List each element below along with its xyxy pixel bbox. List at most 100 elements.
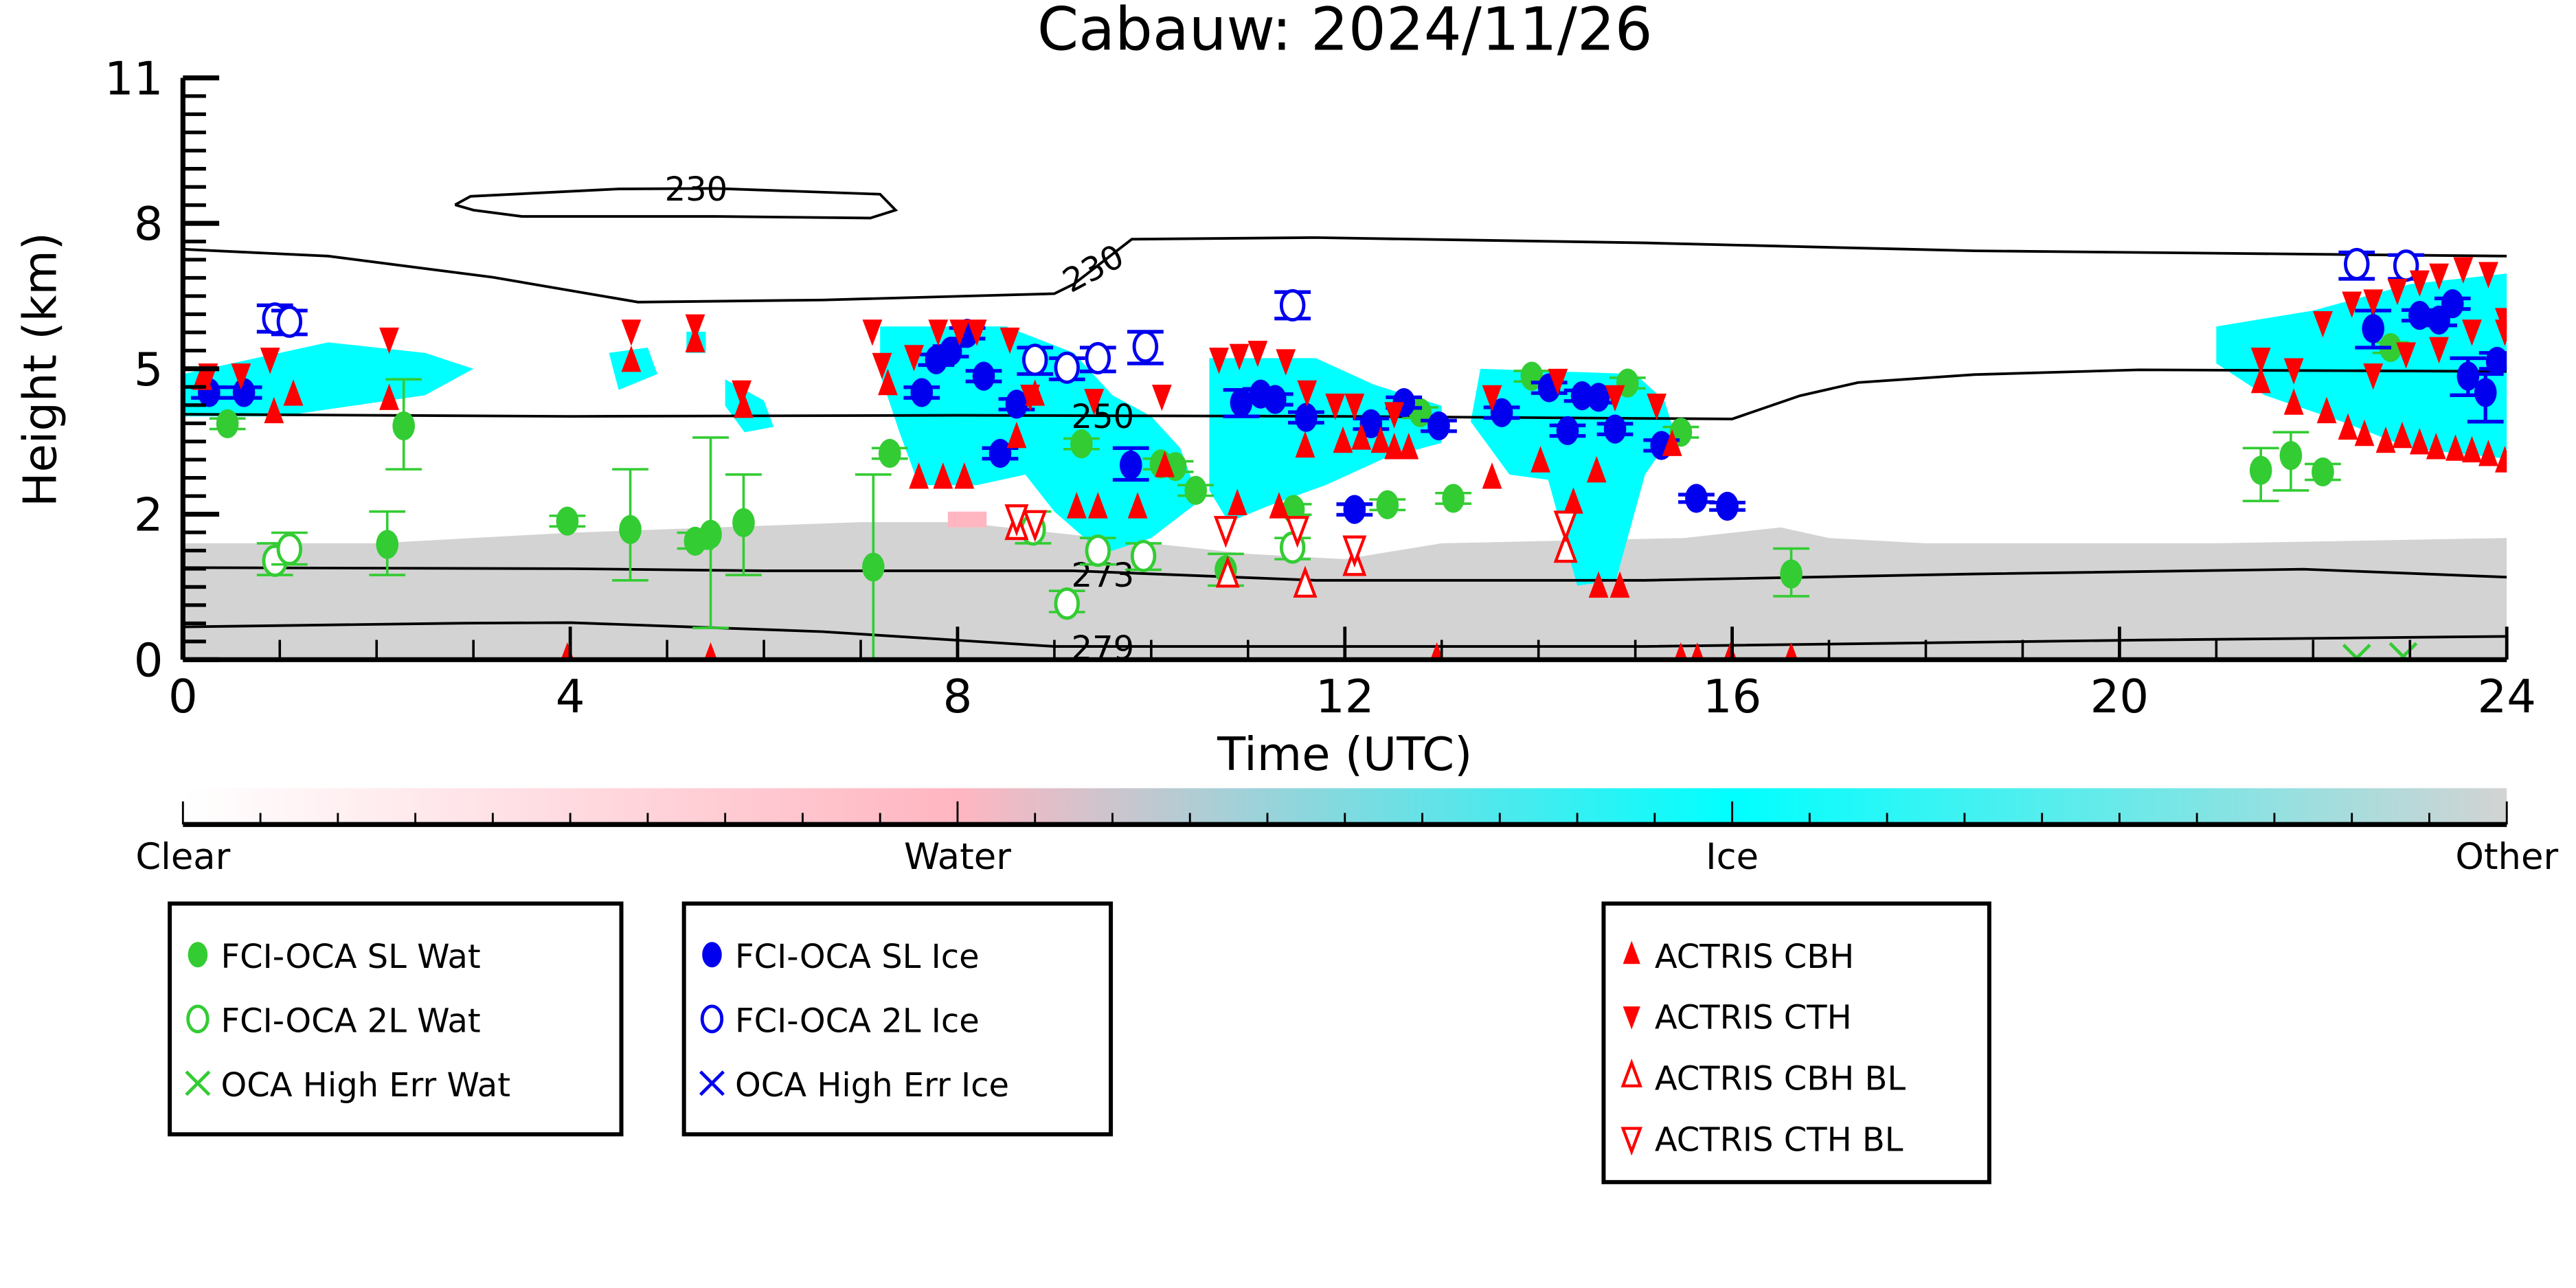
contour-line bbox=[183, 236, 2507, 304]
actris-cth-point bbox=[1151, 384, 1172, 411]
fci-oca-sl-ice-point bbox=[1603, 414, 1627, 444]
fci-oca-2l-wat-point bbox=[1054, 587, 1080, 620]
actris-cbh-point bbox=[704, 642, 718, 660]
legend-entry-label: FCI-OCA 2L Wat bbox=[221, 1002, 480, 1041]
legend-entry-label: ACTRIS CTH BL bbox=[1655, 1120, 1903, 1159]
actris-cbh-point bbox=[1609, 571, 1630, 598]
actris-cth-point bbox=[1297, 380, 1318, 407]
actris-cth-point bbox=[1276, 349, 1296, 376]
actris-cth-point bbox=[2250, 348, 2271, 374]
actris-cbh-point bbox=[1691, 642, 1704, 660]
actris-cth-point bbox=[1247, 341, 1268, 368]
x-tick-label: 24 bbox=[2477, 670, 2535, 723]
fci-oca-sl-wat-point bbox=[2249, 455, 2272, 485]
x-tick-label: 16 bbox=[1703, 670, 1761, 723]
fci-oca-2l-ice-point bbox=[276, 305, 303, 338]
actris-cth-point bbox=[1229, 343, 1250, 371]
actris-cth-point bbox=[2313, 310, 2333, 338]
contour-label: 279 bbox=[1072, 629, 1135, 668]
actris-cth-point bbox=[1647, 394, 1667, 420]
actris-cbh-point bbox=[2426, 433, 2446, 460]
fci-oca-sl-wat-point bbox=[1442, 484, 1465, 513]
actris-cbh-point bbox=[1269, 492, 1289, 519]
actris-cbh-point bbox=[1351, 423, 1372, 450]
actris-cbh-point bbox=[1370, 426, 1391, 453]
actris-cbh-point bbox=[1127, 492, 1148, 519]
fci-oca-sl-wat-point bbox=[732, 508, 755, 537]
fci-oca-sl-ice-point bbox=[1230, 387, 1253, 418]
actris-cth-point bbox=[949, 319, 970, 346]
fci-oca-2l-wat-point bbox=[276, 532, 303, 565]
fci-oca-sl-wat-point bbox=[392, 411, 416, 441]
actris-cbh-point bbox=[2250, 366, 2271, 394]
data-markers bbox=[190, 247, 2507, 660]
actris-cbh-point bbox=[2462, 436, 2482, 463]
contour-line bbox=[183, 566, 2507, 582]
colorbar-label: Ice bbox=[1706, 836, 1759, 878]
legend-box bbox=[168, 901, 624, 1137]
x-mark bbox=[185, 1070, 211, 1096]
actris-cth-bl-point bbox=[1285, 516, 1310, 548]
legend-entry-label: FCI-OCA SL Ice bbox=[735, 938, 980, 976]
y-tick-label: 11 bbox=[104, 52, 163, 105]
actris-cbh-point bbox=[954, 462, 975, 489]
actris-cbh-point bbox=[1674, 642, 1688, 660]
fci-oca-sl-ice-point bbox=[1427, 411, 1450, 441]
actris-cbh-point bbox=[2392, 421, 2413, 449]
fci-oca-2l-ice-point bbox=[1054, 351, 1080, 384]
fci-oca-sl-wat-point bbox=[1184, 475, 1208, 506]
fci-oca-2l-ice-point bbox=[2344, 247, 2370, 280]
fci-oca-sl-ice-point bbox=[2456, 361, 2480, 391]
actris-cth-point bbox=[685, 314, 705, 341]
actris-cth-point bbox=[2453, 257, 2474, 284]
x-tick-label: 20 bbox=[2090, 670, 2149, 723]
legend-box bbox=[681, 901, 1114, 1137]
fci-oca-2l-ice-point bbox=[1022, 343, 1048, 376]
contour-line bbox=[183, 368, 2507, 420]
y-tick-label: 8 bbox=[134, 197, 163, 251]
actris-cth-point bbox=[872, 352, 892, 380]
actris-cbh-point bbox=[283, 379, 304, 406]
actris-cth-point bbox=[379, 327, 399, 354]
actris-cth-point bbox=[999, 327, 1020, 354]
fci-oca-sl-ice-point bbox=[1587, 383, 1610, 412]
fci-oca-2l-wat-point bbox=[1130, 539, 1157, 572]
legend: FCI-OCA SL Wat FCI-OCA 2L Wat OCA High Err… bbox=[168, 901, 1991, 1184]
actris-cbh-point bbox=[2338, 413, 2358, 440]
fci-oca-sl-ice-point bbox=[2362, 314, 2385, 343]
actris-cth-bl-point bbox=[1004, 504, 1029, 536]
actris-cth-point bbox=[967, 319, 987, 346]
actris-cbh-point bbox=[1006, 421, 1027, 449]
legend-entry-label: ACTRIS CBH bbox=[1655, 938, 1854, 976]
fci-oca-sl-wat-point bbox=[1070, 429, 1093, 459]
legend-entry-label: ACTRIS CTH bbox=[1655, 999, 1852, 1037]
x-tick-label: 4 bbox=[556, 670, 585, 723]
contour-line bbox=[183, 621, 2507, 648]
fci-oca-sl-wat-point bbox=[216, 409, 239, 439]
actris-cbh-point bbox=[2495, 446, 2507, 473]
legend-marker bbox=[1623, 940, 1640, 964]
fci-oca-sl-ice-point bbox=[1343, 495, 1366, 524]
x-mark bbox=[699, 1070, 725, 1096]
fci-oca-sl-ice-point bbox=[1359, 409, 1383, 439]
colorbar-label: Other bbox=[2455, 836, 2558, 878]
mask-region-other bbox=[183, 522, 2507, 660]
actris-cth-point bbox=[621, 319, 642, 346]
mask-region-ice bbox=[183, 342, 474, 417]
fci-oca-sl-wat-point bbox=[699, 519, 722, 549]
legend-marker bbox=[188, 942, 208, 968]
actris-cbh-point bbox=[1227, 488, 1247, 516]
fci-oca-sl-ice-point bbox=[910, 378, 934, 407]
actris-cth-bl-point bbox=[1213, 516, 1238, 548]
legend-marker bbox=[700, 1004, 724, 1034]
actris-cbh-point bbox=[1087, 492, 1108, 519]
actris-cth-point bbox=[260, 348, 280, 374]
actris-cth-point bbox=[1482, 385, 1502, 412]
legend-marker bbox=[1620, 1127, 1642, 1156]
fci-oca-2l-ice-point bbox=[1279, 289, 1306, 321]
actris-cth-point bbox=[732, 380, 752, 407]
actris-cbh-point bbox=[2445, 434, 2465, 461]
legend-marker bbox=[699, 1070, 725, 1096]
fci-oca-sl-wat-point bbox=[1780, 559, 1803, 589]
actris-cth-point bbox=[862, 319, 883, 346]
